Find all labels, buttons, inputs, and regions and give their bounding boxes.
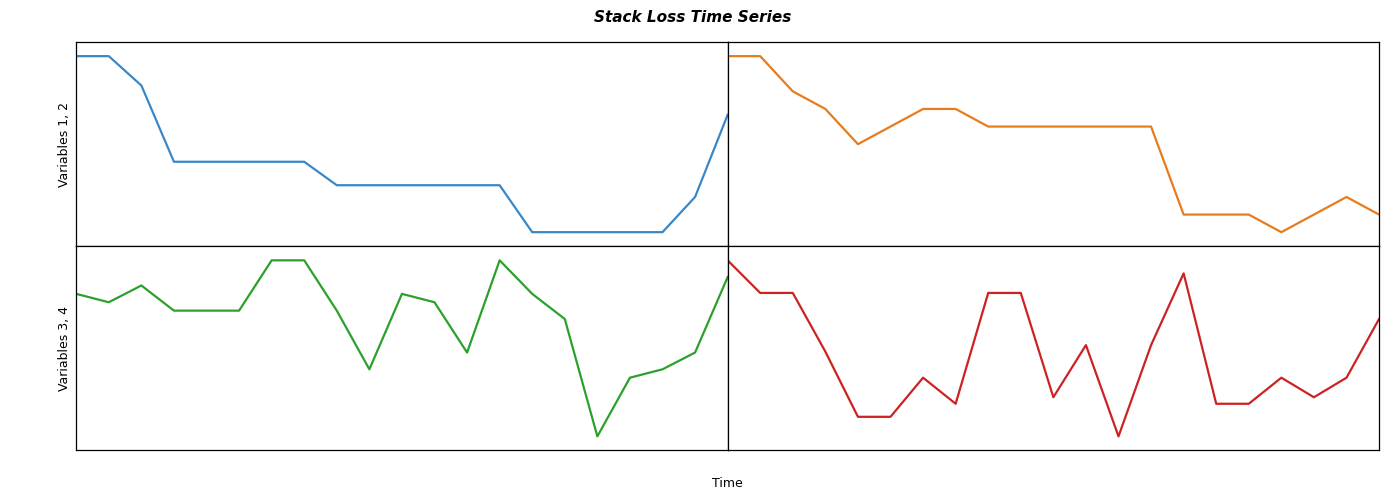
- Text: Time: Time: [712, 477, 743, 490]
- Y-axis label: Variables 3, 4: Variables 3, 4: [58, 306, 71, 391]
- Text: Stack Loss Time Series: Stack Loss Time Series: [595, 10, 791, 25]
- Y-axis label: Variables 1, 2: Variables 1, 2: [58, 101, 71, 187]
